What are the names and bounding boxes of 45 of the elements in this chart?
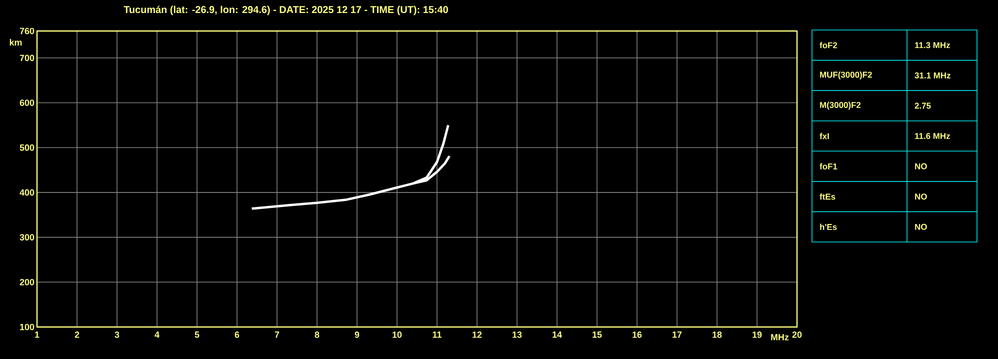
text: fxI [820, 132, 829, 140]
text: 11.6 MHz [915, 133, 950, 139]
text: MUF(3000)F2 [820, 71, 872, 80]
chart-title: Tucumán (lat: -26.9, lon: 294.6) - DATE: 2025 12 17 - TIME (UT): 15:40 [124, 6, 448, 16]
x-tick-label: 13 [512, 332, 522, 338]
y-tick-label: 760 [20, 28, 34, 34]
y-tick-label: 700 [20, 54, 34, 62]
text: NO [915, 194, 927, 200]
x-tick-label: 8 [314, 332, 320, 338]
x-tick-label: 5 [194, 332, 200, 338]
text: M(3000)F2 [820, 102, 861, 110]
y-tick-label: 100 [20, 324, 34, 330]
text: NO [915, 224, 927, 230]
text: ftEs [820, 193, 836, 200]
x-tick-label: 17 [672, 332, 682, 338]
y-tick-label: 500 [20, 144, 34, 151]
y-axis-title: km [10, 38, 22, 46]
x-tick-label: 15 [592, 332, 602, 338]
y-tick-label: 300 [20, 234, 34, 240]
x-tick-label: 11 [432, 332, 442, 338]
x-tick-label: 4 [154, 332, 160, 338]
text: 31.1 MHz [914, 72, 950, 78]
x-tick-label: 9 [354, 332, 360, 338]
text: NO [915, 163, 927, 170]
y-tick-label: 400 [20, 189, 34, 196]
x-tick-label: 18 [712, 332, 722, 338]
x-tick-label: 20 [792, 332, 802, 338]
text: 11.3 MHz [915, 42, 950, 48]
x-tick-label: 10 [392, 332, 402, 338]
x-axis-title: MHz [771, 334, 789, 340]
x-tick-label: 16 [632, 332, 642, 338]
text: 2.75 [914, 102, 931, 109]
text: foF1 [820, 163, 838, 170]
y-tick-label: 600 [20, 100, 34, 106]
x-tick-label: 2 [74, 332, 80, 338]
x-tick-label: 6 [234, 332, 240, 338]
x-tick-label: 19 [752, 332, 762, 338]
x-tick-label: 14 [552, 332, 562, 338]
y-tick-label: 200 [20, 278, 34, 286]
text: foF2 [820, 42, 838, 48]
x-tick-label: 3 [114, 332, 120, 338]
x-tick-label: 12 [472, 332, 482, 338]
x-tick-label: 7 [274, 332, 280, 338]
x-tick-label: 1 [35, 332, 40, 338]
text: h'Es [820, 224, 837, 230]
